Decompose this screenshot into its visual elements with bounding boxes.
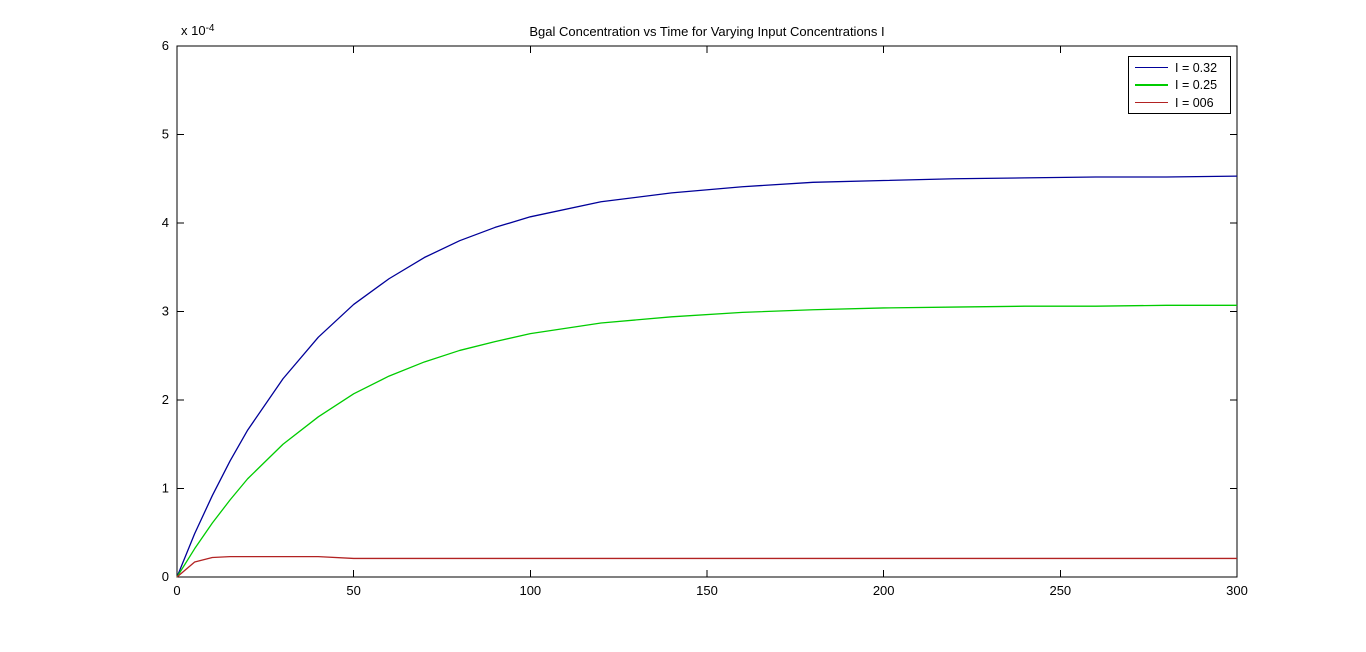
x-tick-label: 50 bbox=[346, 583, 360, 598]
axes-box bbox=[176, 45, 1238, 578]
y-tick-label: 6 bbox=[162, 38, 169, 53]
x-tick-label: 150 bbox=[696, 583, 718, 598]
legend-entry-1: I = 0.25 bbox=[1135, 78, 1230, 92]
x-tick-label: 200 bbox=[873, 583, 895, 598]
legend-label-1: I = 0.25 bbox=[1175, 78, 1218, 92]
x-tick-label: 300 bbox=[1226, 583, 1248, 598]
exponent-base: x 10 bbox=[181, 23, 206, 38]
y-tick-label: 0 bbox=[162, 569, 169, 584]
y-tick-label: 5 bbox=[162, 127, 169, 142]
legend-entry-0: I = 0.32 bbox=[1135, 61, 1230, 75]
y-tick-label: 3 bbox=[162, 304, 169, 319]
legend-line-sample-1 bbox=[1135, 84, 1168, 86]
y-tick-label: 2 bbox=[162, 392, 169, 407]
series-line-2 bbox=[176, 555, 1237, 578]
x-tick-label: 100 bbox=[519, 583, 541, 598]
legend-line-sample-0 bbox=[1135, 66, 1168, 69]
chart-title: Bgal Concentration vs Time for Varying I… bbox=[529, 24, 885, 39]
exponent-power: -4 bbox=[205, 23, 215, 34]
x-tick-label: 250 bbox=[1049, 583, 1071, 598]
legend-label-2: I = 006 bbox=[1175, 95, 1214, 110]
legend-box: I = 0.32 I = 0.25 I = 006 bbox=[1128, 56, 1231, 114]
legend-label-0: I = 0.32 bbox=[1175, 60, 1218, 75]
series-line-1 bbox=[176, 304, 1237, 578]
y-tick-label: 4 bbox=[162, 215, 169, 230]
y-tick-label: 1 bbox=[162, 481, 169, 496]
y-axis-exponent-label: x 10-4 bbox=[181, 23, 214, 38]
series-line-0 bbox=[176, 175, 1238, 578]
x-tick-label: 0 bbox=[173, 583, 180, 598]
legend-line-sample-2 bbox=[1135, 101, 1168, 104]
legend-entry-2: I = 006 bbox=[1135, 96, 1230, 110]
